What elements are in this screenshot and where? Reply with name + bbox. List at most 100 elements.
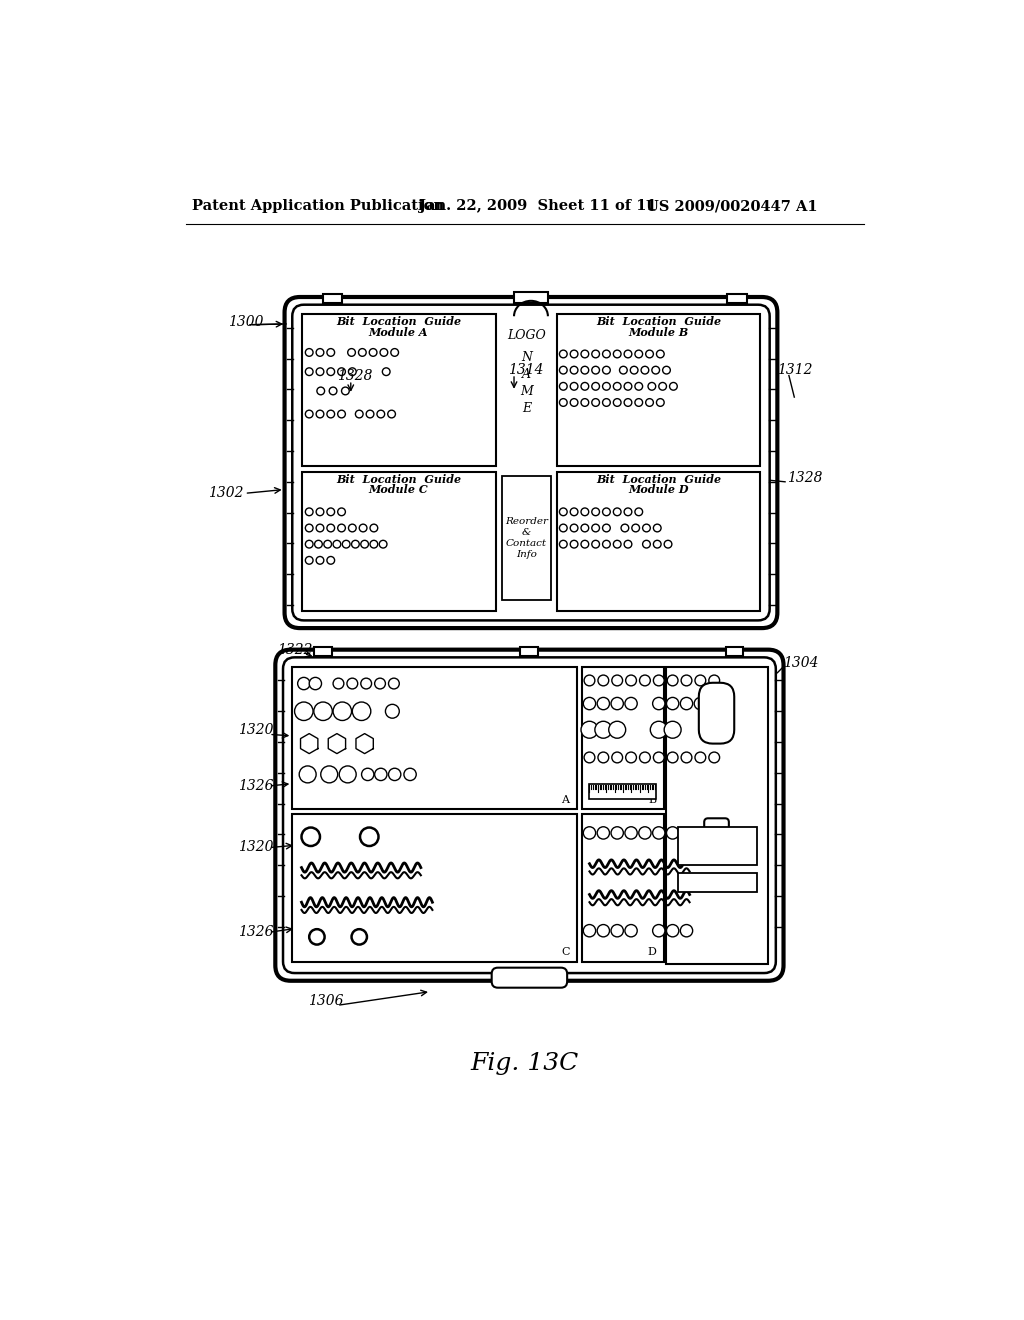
Circle shape	[559, 508, 567, 516]
Circle shape	[613, 399, 621, 407]
Circle shape	[333, 678, 344, 689]
Circle shape	[668, 675, 678, 686]
Bar	[514, 293, 548, 304]
Circle shape	[635, 399, 643, 407]
Circle shape	[584, 697, 596, 710]
Circle shape	[625, 350, 632, 358]
Circle shape	[305, 540, 313, 548]
Circle shape	[305, 411, 313, 418]
Circle shape	[602, 508, 610, 516]
Circle shape	[584, 675, 595, 686]
Circle shape	[602, 540, 610, 548]
Bar	[519, 294, 539, 304]
Text: C: C	[561, 948, 569, 957]
Circle shape	[584, 924, 596, 937]
Bar	[727, 294, 746, 304]
Circle shape	[559, 383, 567, 391]
Bar	[301, 314, 496, 466]
Circle shape	[581, 721, 598, 738]
Circle shape	[694, 697, 707, 710]
Circle shape	[708, 697, 724, 713]
Circle shape	[316, 524, 324, 532]
Text: N
A
M
E: N A M E	[520, 351, 532, 416]
Circle shape	[299, 766, 316, 783]
Circle shape	[592, 508, 599, 516]
Circle shape	[327, 368, 335, 376]
Circle shape	[592, 524, 599, 532]
Circle shape	[370, 540, 378, 548]
Circle shape	[595, 721, 611, 738]
Circle shape	[377, 411, 385, 418]
FancyBboxPatch shape	[285, 297, 777, 628]
Circle shape	[592, 350, 599, 358]
Circle shape	[640, 675, 650, 686]
Text: B: B	[648, 795, 656, 805]
Circle shape	[656, 350, 665, 358]
Circle shape	[295, 702, 313, 721]
Circle shape	[613, 508, 621, 516]
Circle shape	[327, 411, 335, 418]
Circle shape	[305, 557, 313, 564]
Circle shape	[305, 524, 313, 532]
Bar	[520, 647, 538, 656]
Text: 1320: 1320	[239, 841, 273, 854]
Circle shape	[581, 367, 589, 374]
Circle shape	[327, 508, 335, 516]
Circle shape	[403, 768, 416, 780]
Circle shape	[347, 678, 357, 689]
Circle shape	[602, 383, 610, 391]
Bar	[590, 784, 656, 799]
Circle shape	[559, 367, 567, 374]
Circle shape	[668, 752, 678, 763]
Circle shape	[650, 721, 668, 738]
Circle shape	[640, 752, 650, 763]
Circle shape	[597, 697, 609, 710]
Circle shape	[570, 399, 578, 407]
Text: 1304: 1304	[783, 656, 819, 669]
Circle shape	[680, 697, 692, 710]
Circle shape	[631, 367, 638, 374]
Circle shape	[370, 348, 377, 356]
Circle shape	[324, 540, 332, 548]
Circle shape	[360, 540, 369, 548]
Circle shape	[722, 697, 734, 710]
Circle shape	[584, 752, 595, 763]
Bar	[582, 667, 665, 809]
Circle shape	[301, 828, 319, 846]
Circle shape	[559, 540, 567, 548]
Circle shape	[327, 524, 335, 532]
Text: 1312: 1312	[777, 363, 813, 378]
Circle shape	[670, 383, 677, 391]
Circle shape	[592, 399, 599, 407]
Circle shape	[348, 524, 356, 532]
Text: Module C: Module C	[369, 484, 428, 495]
Text: Jan. 22, 2009  Sheet 11 of 11: Jan. 22, 2009 Sheet 11 of 11	[419, 199, 657, 213]
Circle shape	[570, 508, 578, 516]
Circle shape	[359, 524, 367, 532]
Text: Reorder
&
Contact
Info: Reorder & Contact Info	[505, 517, 548, 560]
Circle shape	[581, 350, 589, 358]
Circle shape	[643, 524, 650, 532]
Circle shape	[316, 387, 325, 395]
Circle shape	[391, 348, 398, 356]
Text: LOGO: LOGO	[507, 329, 546, 342]
Text: D: D	[647, 948, 656, 957]
Circle shape	[305, 368, 313, 376]
Circle shape	[592, 367, 599, 374]
FancyBboxPatch shape	[275, 649, 783, 981]
Circle shape	[298, 677, 310, 689]
Bar	[678, 873, 757, 892]
Text: US 2009/0020447 A1: US 2009/0020447 A1	[646, 199, 818, 213]
Bar	[667, 667, 768, 964]
Bar	[726, 647, 743, 656]
Bar	[292, 667, 578, 809]
Circle shape	[388, 768, 400, 780]
Polygon shape	[356, 734, 374, 754]
FancyBboxPatch shape	[492, 968, 567, 987]
Circle shape	[570, 524, 578, 532]
Circle shape	[388, 411, 395, 418]
Circle shape	[708, 697, 720, 710]
Bar	[323, 294, 342, 304]
Circle shape	[597, 924, 609, 937]
Circle shape	[646, 350, 653, 358]
